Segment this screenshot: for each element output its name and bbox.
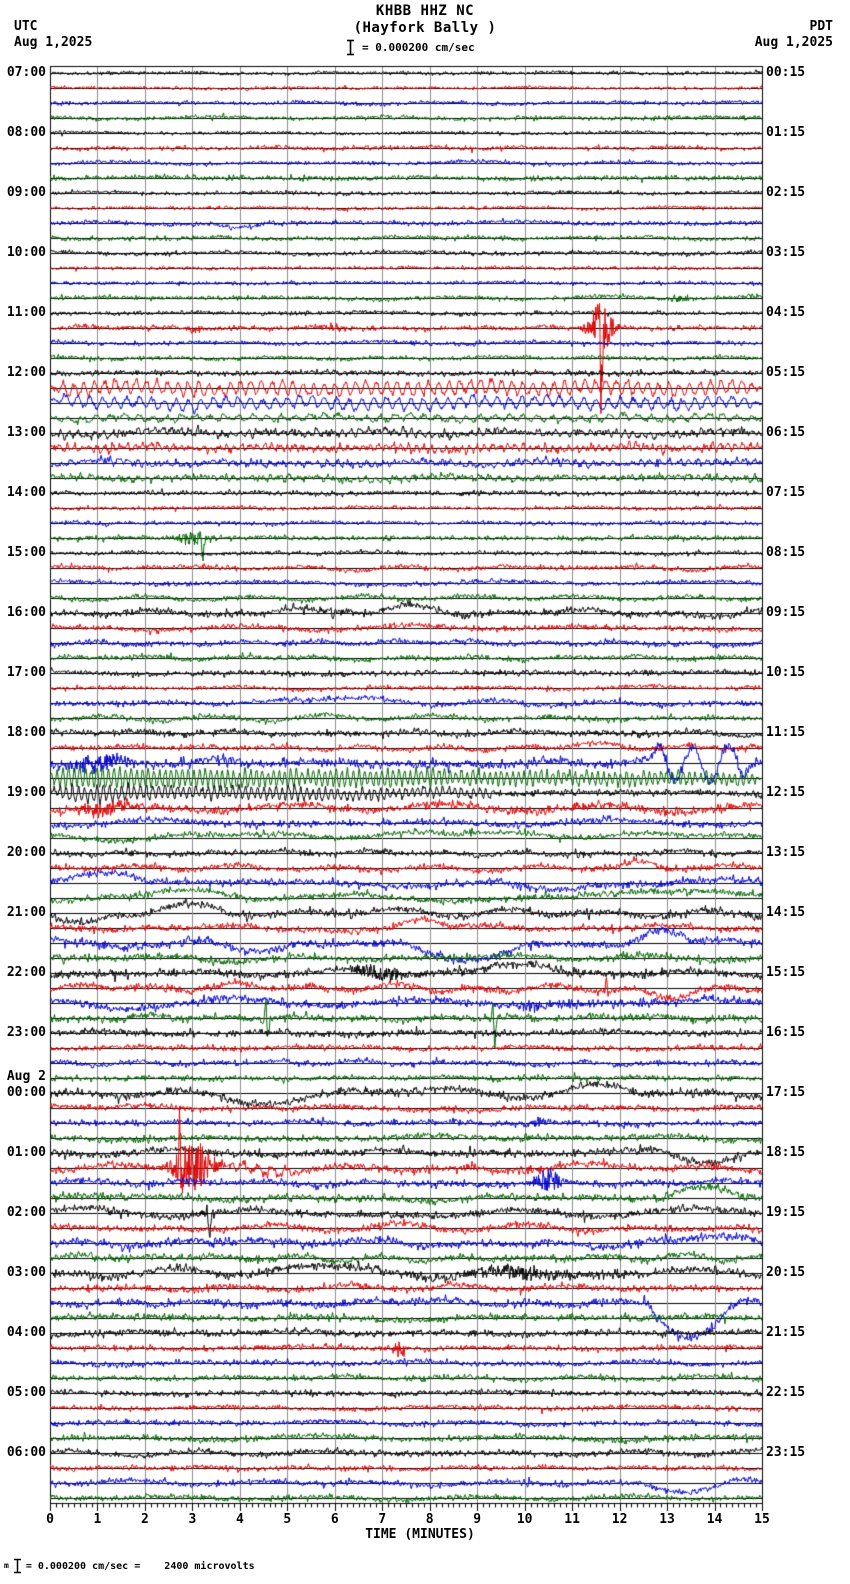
- x-tick-label: 4: [235, 1512, 244, 1527]
- footer-scale-text: = 0.000200 cm/sec = 2400 microvolts: [25, 1560, 255, 1572]
- utc-hour-label: 12:00: [6, 365, 46, 380]
- utc-hour-label: 07:00: [6, 65, 46, 80]
- utc-hour-label: 21:00: [6, 905, 46, 920]
- pdt-hour-label: 05:15: [766, 365, 806, 380]
- station-title: KHBB HHZ NC: [375, 3, 475, 19]
- pdt-hour-label: 11:15: [766, 725, 806, 740]
- x-tick-label: 6: [330, 1512, 339, 1527]
- utc-hour-label: 06:00: [6, 1445, 46, 1460]
- pdt-hour-label: 10:15: [766, 665, 806, 680]
- utc-hour-label: 05:00: [6, 1385, 46, 1400]
- pdt-hour-label: 07:15: [766, 485, 806, 500]
- pdt-hour-label: 01:15: [766, 125, 806, 140]
- pdt-hour-label: 15:15: [766, 965, 806, 980]
- pdt-hour-label: 13:15: [766, 845, 806, 860]
- amplitude-scale: = 0.000200 cm/sec: [346, 39, 475, 56]
- scale-bar-icon: [347, 39, 354, 56]
- utc-hour-label: 17:00: [6, 665, 46, 680]
- utc-hour-label: 10:00: [6, 245, 46, 260]
- utc-hour-label: 00:00: [6, 1085, 46, 1100]
- x-tick-label: 14: [706, 1512, 723, 1527]
- utc-hour-label: 15:00: [6, 545, 46, 560]
- x-tick-label: 7: [378, 1512, 387, 1527]
- x-tick-label: 11: [564, 1512, 580, 1527]
- pdt-hour-label: 09:15: [766, 605, 806, 620]
- pdt-hour-label: 02:15: [766, 185, 806, 200]
- utc-hour-label: 11:00: [6, 305, 46, 320]
- pdt-hour-label: 23:15: [766, 1445, 806, 1460]
- pdt-hour-label: 18:15: [766, 1145, 806, 1160]
- utc-hour-label: 19:00: [6, 785, 46, 800]
- pdt-hour-label: 12:15: [766, 785, 806, 800]
- pdt-hour-label: 17:15: [766, 1085, 806, 1100]
- x-tick-label: 2: [141, 1512, 149, 1527]
- utc-hour-label: 23:00: [6, 1025, 46, 1040]
- date-break-label: Aug 2: [6, 1069, 46, 1084]
- x-tick-label: 13: [659, 1512, 675, 1527]
- x-tick-label: 10: [516, 1512, 533, 1527]
- pdt-hour-label: 20:15: [766, 1265, 806, 1280]
- footer-scale-note: m = 0.000200 cm/sec = 2400 microvolts: [4, 1558, 255, 1574]
- utc-hour-label: 14:00: [6, 485, 46, 500]
- pdt-hour-label: 22:15: [766, 1385, 806, 1400]
- utc-hour-label: 03:00: [6, 1265, 46, 1280]
- utc-hour-label: 16:00: [6, 605, 46, 620]
- pdt-hour-label: 14:15: [766, 905, 806, 920]
- x-tick-label: 8: [425, 1512, 434, 1527]
- footer-scale-bar-icon: [13, 1558, 21, 1574]
- pdt-hour-label: 19:15: [766, 1205, 806, 1220]
- date-left-label: Aug 1,2025: [14, 35, 93, 50]
- pdt-hour-label: 06:15: [766, 425, 806, 440]
- scale-label: = 0.000200 cm/sec: [362, 41, 475, 54]
- station-subtitle: (Hayfork Bally ): [353, 20, 497, 36]
- pdt-hour-label: 21:15: [766, 1325, 806, 1340]
- x-tick-label: 15: [754, 1512, 770, 1527]
- x-axis-title: TIME (MINUTES): [365, 1527, 475, 1542]
- pdt-hour-label: 08:15: [766, 545, 806, 560]
- utc-hour-label: 08:00: [6, 125, 46, 140]
- x-tick-label: 9: [473, 1512, 482, 1527]
- x-tick-label: 12: [611, 1512, 628, 1527]
- pdt-hour-label: 16:15: [766, 1025, 806, 1040]
- pdt-hour-label: 04:15: [766, 305, 806, 320]
- scale-prefix-glyph: m: [4, 1561, 9, 1570]
- utc-hour-label: 20:00: [6, 845, 46, 860]
- utc-hour-label: 04:00: [6, 1325, 46, 1340]
- date-right-label: Aug 1,2025: [754, 35, 833, 50]
- x-tick-label: 5: [283, 1512, 292, 1527]
- utc-hour-label: 02:00: [6, 1205, 46, 1220]
- x-tick-label: 3: [188, 1512, 197, 1527]
- timezone-left-label: UTC: [14, 19, 38, 34]
- pdt-hour-label: 03:15: [766, 245, 806, 260]
- utc-hour-label: 22:00: [6, 965, 46, 980]
- utc-hour-label: 18:00: [6, 725, 46, 740]
- pdt-hour-label: 00:15: [766, 65, 806, 80]
- timezone-right-label: PDT: [809, 19, 833, 34]
- utc-hour-label: 09:00: [6, 185, 46, 200]
- utc-hour-label: 13:00: [6, 425, 46, 440]
- x-tick-label: 1: [93, 1512, 102, 1527]
- x-tick-label: 0: [46, 1512, 54, 1527]
- utc-hour-label: 01:00: [6, 1145, 46, 1160]
